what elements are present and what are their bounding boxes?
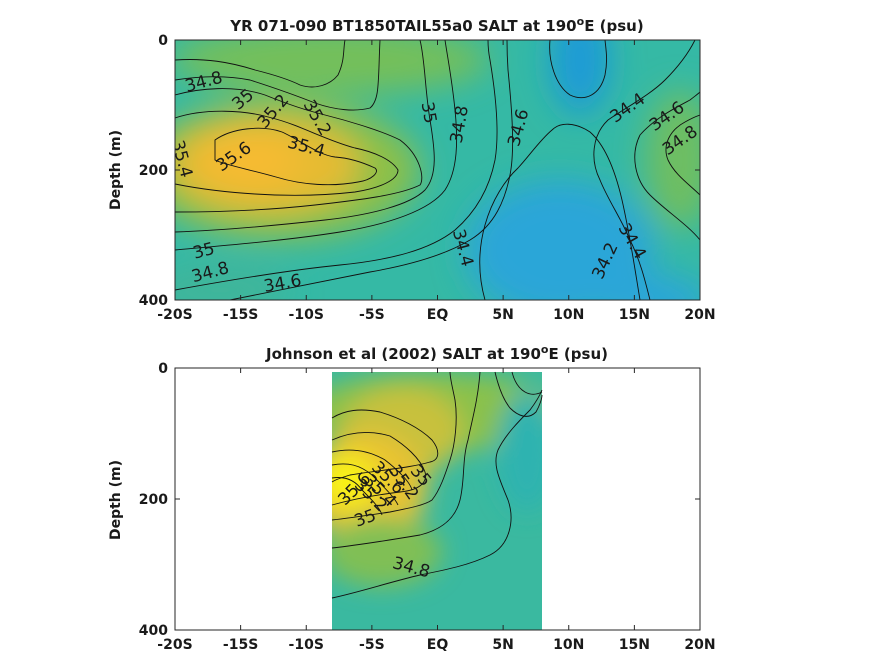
east-lobe — [645, 90, 700, 230]
high-salinity-core — [332, 462, 360, 498]
x-tick-label: -20S — [157, 307, 192, 323]
y-tick-label: 0 — [158, 33, 168, 49]
y-axis-label: Depth (m) — [108, 130, 124, 210]
panel-observations: Johnson et al (2002) SALT at 190oE (psu) — [108, 343, 716, 653]
mid-band — [332, 517, 442, 587]
high-salinity-core — [200, 132, 300, 188]
east-fresh — [497, 392, 542, 512]
title-tail: E (psu) — [548, 345, 608, 363]
x-tick-label: -5S — [359, 307, 385, 323]
y-tick-label: 0 — [158, 361, 168, 377]
y-tick-label: 400 — [139, 293, 168, 309]
panel-model: YR 071-090 BT1850TAIL55a0 SALT at 190oE … — [108, 15, 716, 323]
x-tick-label: -10S — [289, 307, 324, 323]
y-axis-label: Depth (m) — [108, 460, 124, 540]
x-tick-label: 5N — [492, 637, 513, 653]
x-tick-label: 5N — [492, 307, 513, 323]
x-tick-label: 15N — [619, 637, 650, 653]
title-superscript: o — [541, 343, 549, 356]
axis-ticks: -20S -15S -10S -5S EQ 5N 10N 15N 20N 0 200 400 — [139, 361, 716, 653]
x-tick-label: 20N — [684, 307, 715, 323]
x-tick-label: -10S — [289, 637, 324, 653]
title-main: YR 071-090 BT1850TAIL55a0 SALT at 190 — [229, 17, 576, 35]
fresh-surface-cell — [550, 40, 610, 115]
x-tick-label: -5S — [359, 637, 385, 653]
title-superscript: o — [577, 15, 585, 28]
chart-title: Johnson et al (2002) SALT at 190oE (psu) — [265, 343, 608, 363]
x-tick-label: EQ — [427, 637, 449, 653]
x-tick-label: 15N — [619, 307, 650, 323]
x-tick-label: 10N — [553, 637, 584, 653]
fresh-deep-cell — [465, 180, 655, 300]
y-tick-label: 200 — [139, 492, 168, 508]
x-tick-label: 10N — [553, 307, 584, 323]
axis-ticks: -20S -15S -10S -5S EQ 5N 10N 15N 20N 0 200 400 — [139, 33, 716, 323]
fresh-deep-cell — [590, 275, 700, 300]
title-tail: E (psu) — [584, 17, 644, 35]
y-tick-label: 400 — [139, 623, 168, 639]
southwest-deep — [175, 265, 290, 300]
x-tick-label: 20N — [684, 637, 715, 653]
x-tick-label: EQ — [427, 307, 449, 323]
x-tick-label: -15S — [223, 307, 258, 323]
contour-lines — [175, 40, 700, 300]
chart-title: YR 071-090 BT1850TAIL55a0 SALT at 190oE … — [229, 15, 643, 35]
contour-label: 35 — [417, 100, 440, 125]
title-main: Johnson et al (2002) SALT at 190 — [265, 345, 541, 363]
y-tick-label: 200 — [139, 163, 168, 179]
contour-lines — [331, 371, 543, 599]
x-tick-label: -20S — [157, 637, 192, 653]
x-tick-label: -15S — [223, 637, 258, 653]
